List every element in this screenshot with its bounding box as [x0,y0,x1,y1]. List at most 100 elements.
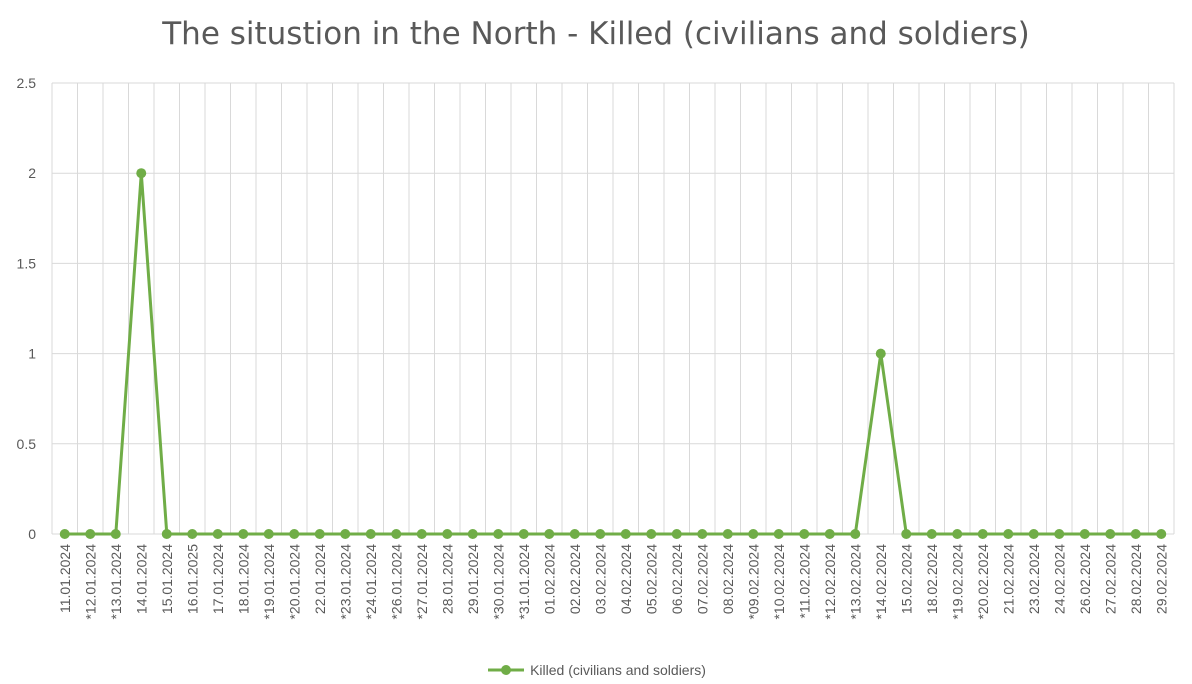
series-group [59,168,1167,539]
data-point [1028,529,1039,539]
data-point [1130,529,1141,539]
x-tick-label: 15.02.2024 [898,544,914,614]
y-tick-label: 2 [28,165,36,181]
x-tick-label: 21.02.2024 [1000,544,1016,614]
x-tick-label: 17.01.2024 [210,544,226,614]
x-tick-label: *24.01.2024 [363,544,379,620]
x-tick-label: 07.02.2024 [694,544,710,614]
data-point [314,529,325,539]
data-point [620,529,631,539]
x-tick-label: *23.01.2024 [337,544,353,620]
x-tick-label: 24.02.2024 [1051,544,1067,614]
x-tick-label: 26.02.2024 [1077,544,1093,614]
x-tick-label: 02.02.2024 [567,544,583,614]
x-tick-label: 27.02.2024 [1102,544,1118,614]
x-tick-label: 01.02.2024 [541,544,557,614]
data-point [875,348,886,359]
data-point [1054,529,1065,539]
data-point [340,529,351,539]
gridlines [51,82,1175,535]
data-point [263,529,274,539]
data-point [85,529,96,539]
data-point [697,529,708,539]
x-tick-label: 23.02.2024 [1026,544,1042,614]
data-point [1079,529,1090,539]
x-tick-label: *10.02.2024 [771,544,787,620]
x-tick-label: *27.01.2024 [414,544,430,620]
x-tick-label: 06.02.2024 [669,544,685,614]
x-axis-ticks: 11.01.2024 *12.01.2024 *13.01.2024 14.01.20… [57,544,1170,620]
y-tick-label: 2.5 [17,75,37,91]
data-point [416,529,427,539]
x-tick-label: *20.01.2024 [286,544,302,620]
legend-label: Killed (civilians and soldiers) [530,662,706,678]
data-point [1156,529,1167,539]
data-point [289,529,300,539]
data-point [1003,529,1014,539]
y-tick-label: 1 [28,346,36,362]
x-tick-label: 08.02.2024 [720,544,736,614]
data-point [569,529,580,539]
data-point [824,529,835,539]
data-point [187,529,198,539]
x-tick-label: 28.02.2024 [1128,544,1144,614]
x-tick-label: *19.02.2024 [949,544,965,620]
data-point [212,529,223,539]
data-point [1105,529,1116,539]
x-tick-label: *11.02.2024 [796,544,812,619]
x-tick-label: 16.01.2025 [184,544,200,614]
x-tick-label: *31.01.2024 [516,544,532,620]
y-axis-ticks: 0 0.5 1 1.5 2 2.5 [17,75,37,542]
x-tick-label: *20.02.2024 [975,544,991,620]
x-tick-label: *26.01.2024 [388,544,404,620]
y-tick-label: 1.5 [17,255,37,271]
x-tick-label: *14.02.2024 [873,544,889,620]
x-tick-label: 05.02.2024 [643,544,659,614]
x-tick-label: 15.01.2024 [159,544,175,614]
data-point [110,529,121,539]
x-tick-label: *30.01.2024 [490,544,506,620]
x-tick-label: 29.02.2024 [1153,544,1169,614]
x-tick-label: *13.02.2024 [847,544,863,620]
data-point [391,529,402,539]
data-point [671,529,682,539]
x-tick-label: 14.01.2024 [133,544,149,614]
y-tick-label: 0 [28,526,36,542]
x-tick-label: *12.02.2024 [822,544,838,620]
x-tick-label: 28.01.2024 [439,544,455,614]
x-tick-label: 22.01.2024 [312,544,328,614]
x-tick-label: *12.01.2024 [82,544,98,620]
data-point [365,529,376,539]
data-point [493,529,504,539]
x-tick-label: 03.02.2024 [592,544,608,614]
data-point [977,529,988,539]
legend: Killed (civilians and soldiers) [0,662,1192,680]
data-point [161,529,172,539]
x-tick-label: 11.01.2024 [57,544,73,613]
data-point [136,168,147,179]
y-tick-label: 0.5 [17,436,37,452]
x-tick-label: *19.01.2024 [261,544,277,620]
data-point [442,529,453,539]
x-tick-label: *09.02.2024 [745,544,761,620]
x-tick-label: *13.01.2024 [108,544,124,620]
data-point [799,529,810,539]
data-point [850,529,861,539]
data-point [595,529,606,539]
x-tick-label: 04.02.2024 [618,544,634,614]
data-point [773,529,784,539]
data-point [59,529,70,539]
data-point [901,529,912,539]
data-point [646,529,657,539]
x-tick-label: 18.01.2024 [235,544,251,614]
data-point [467,529,478,539]
data-point [926,529,937,539]
x-tick-label: 29.01.2024 [465,544,481,614]
x-tick-label: 18.02.2024 [924,544,940,614]
legend-marker-icon [488,665,525,675]
chart-title: The situstion in the North - Killed (civ… [162,16,1030,52]
data-point [518,529,529,539]
data-point [722,529,733,539]
data-point [544,529,555,539]
